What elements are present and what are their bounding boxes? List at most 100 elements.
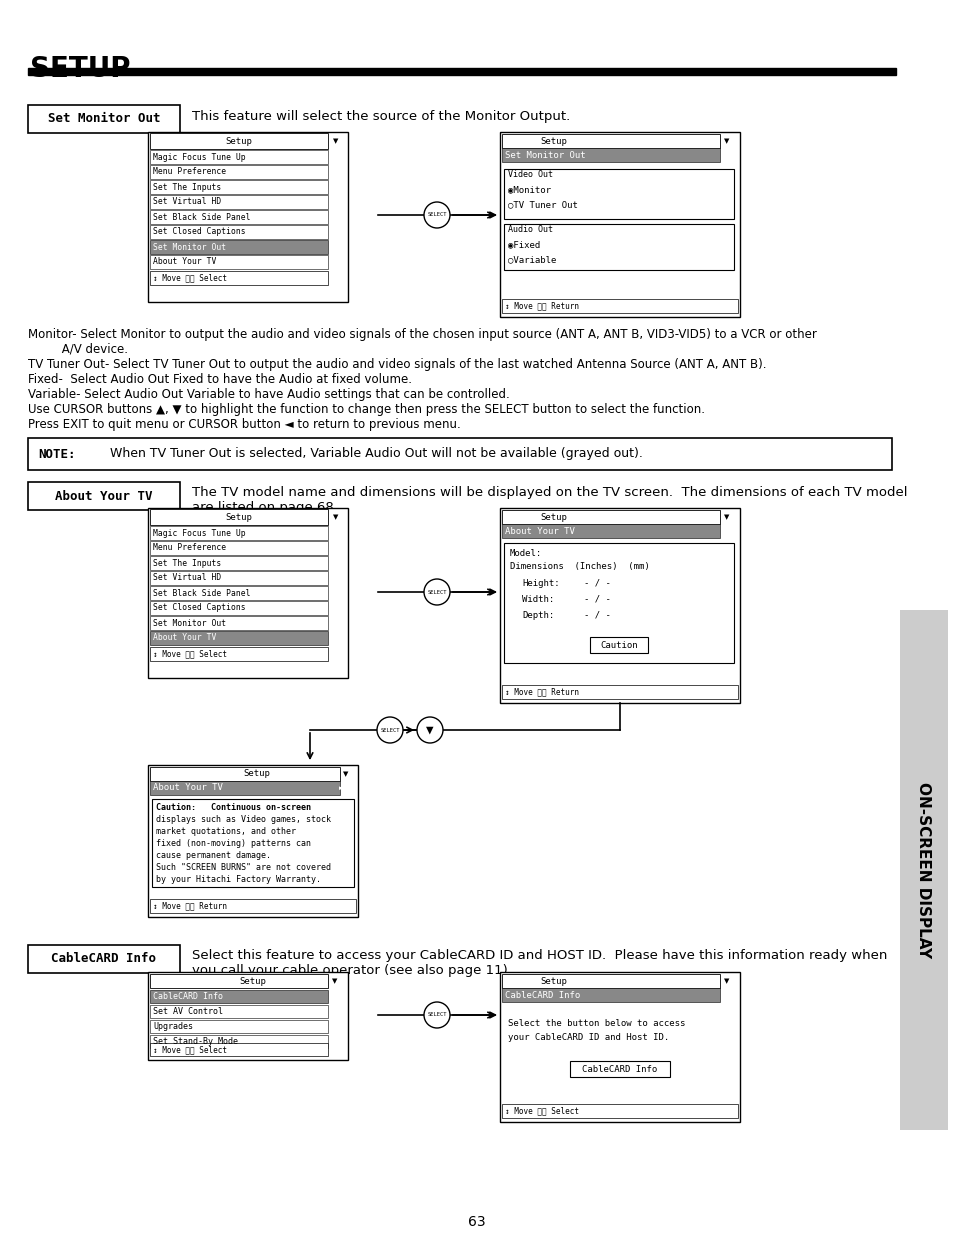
Text: Depth:: Depth: (521, 610, 554, 620)
Bar (150, 585, 328, 600)
Text: Select the button below to access: Select the button below to access (507, 1020, 684, 1029)
Text: Set Monitor Out: Set Monitor Out (152, 619, 226, 627)
Bar (501, 148, 720, 162)
Circle shape (423, 1002, 450, 1028)
Text: ↕ Move ⓈⓅ Select: ↕ Move ⓈⓅ Select (152, 1046, 227, 1055)
Text: Select this feature to access your CableCARD ID and HOST ID.  Please have this i: Select this feature to access your Cable… (192, 948, 886, 962)
Bar (569, 1061, 669, 1077)
Text: ON-SCREEN DISPLAY: ON-SCREEN DISPLAY (916, 782, 930, 958)
Bar (150, 781, 339, 795)
Text: The TV model name and dimensions will be displayed on the TV screen.  The dimens: The TV model name and dimensions will be… (192, 487, 906, 499)
Text: ►: ► (329, 993, 335, 999)
Text: you call your cable operator (see also page 11).: you call your cable operator (see also p… (192, 965, 512, 977)
Circle shape (376, 718, 402, 743)
Text: A/V device.: A/V device. (28, 343, 128, 356)
Text: ▼: ▼ (723, 138, 729, 144)
Bar (150, 767, 339, 781)
Text: Setup: Setup (243, 769, 270, 778)
Bar (28, 105, 180, 133)
Text: Setup: Setup (539, 137, 566, 146)
Text: Set Virtual HD: Set Virtual HD (152, 198, 221, 206)
Text: Audio Out: Audio Out (507, 225, 553, 233)
Text: SELECT: SELECT (427, 1013, 446, 1018)
Bar (150, 647, 328, 661)
Bar (501, 524, 720, 538)
Text: SETUP: SETUP (30, 56, 131, 83)
Text: ▼: ▼ (333, 514, 338, 520)
Text: Set Monitor Out: Set Monitor Out (152, 242, 226, 252)
Bar (501, 299, 738, 312)
Text: ↕ Move ⓈⓅ Select: ↕ Move ⓈⓅ Select (504, 1107, 578, 1115)
Text: Such "SCREEN BURNS" are not covered: Such "SCREEN BURNS" are not covered (156, 862, 331, 872)
Bar (28, 482, 180, 510)
Bar (28, 945, 180, 973)
Bar (152, 799, 354, 887)
Text: Upgrades: Upgrades (152, 1023, 193, 1031)
Text: Set Black Side Panel: Set Black Side Panel (152, 212, 251, 221)
Bar (499, 132, 740, 317)
Text: SELECT: SELECT (380, 727, 399, 732)
Circle shape (423, 203, 450, 228)
Text: ▼: ▼ (723, 514, 729, 520)
Text: Fixed-  Select Audio Out Fixed to have the Audio at fixed volume.: Fixed- Select Audio Out Fixed to have th… (28, 373, 412, 387)
Text: Width:: Width: (521, 594, 554, 604)
Text: Set Black Side Panel: Set Black Side Panel (152, 589, 251, 598)
Text: ○Variable: ○Variable (507, 254, 556, 264)
Bar (501, 685, 738, 699)
Bar (501, 135, 720, 148)
Bar (150, 899, 355, 913)
Text: ↕ Move ⓈⓅ Return: ↕ Move ⓈⓅ Return (152, 902, 227, 910)
Text: ▼: ▼ (332, 978, 337, 984)
Bar (150, 1020, 328, 1032)
Bar (148, 132, 348, 303)
Text: are listed on page 68.: are listed on page 68. (192, 501, 337, 514)
Text: Monitor- Select Monitor to output the audio and video signals of the chosen inpu: Monitor- Select Monitor to output the au… (28, 329, 816, 341)
Bar (28, 438, 891, 471)
Text: Setup: Setup (539, 513, 566, 521)
Text: Set Closed Captions: Set Closed Captions (152, 604, 245, 613)
Bar (150, 631, 328, 645)
Text: ▼: ▼ (723, 978, 729, 984)
Text: Model:: Model: (510, 548, 541, 557)
Text: your CableCARD ID and Host ID.: your CableCARD ID and Host ID. (507, 1034, 669, 1042)
Text: fixed (non-moving) patterns can: fixed (non-moving) patterns can (156, 839, 311, 847)
Text: ◉Fixed: ◉Fixed (507, 240, 539, 249)
Text: Use CURSOR buttons ▲, ▼ to highlight the function to change then press the SELEC: Use CURSOR buttons ▲, ▼ to highlight the… (28, 403, 704, 416)
Text: About Your TV: About Your TV (152, 258, 216, 267)
Text: Set The Inputs: Set The Inputs (152, 558, 221, 568)
Bar (503, 543, 733, 663)
Bar (28, 68, 895, 75)
Text: displays such as Video games, stock: displays such as Video games, stock (156, 815, 331, 824)
Text: Setup: Setup (239, 977, 266, 986)
Text: Magic Focus Tune Up: Magic Focus Tune Up (152, 529, 245, 537)
Bar (150, 254, 328, 269)
Text: - / -: - / - (583, 610, 610, 620)
Bar (589, 637, 647, 653)
Bar (148, 508, 348, 678)
Bar (503, 224, 733, 270)
Text: ►: ► (720, 152, 726, 158)
Text: SELECT: SELECT (427, 212, 446, 217)
Bar (150, 1044, 328, 1056)
Text: market quotations, and other: market quotations, and other (156, 826, 295, 836)
Text: Height:: Height: (521, 578, 559, 588)
Circle shape (416, 718, 442, 743)
Text: ◉Monitor: ◉Monitor (507, 185, 551, 194)
Bar (150, 149, 328, 164)
Bar (150, 210, 328, 224)
Text: CableCARD Info: CableCARD Info (581, 1065, 657, 1073)
Text: Variable- Select Audio Out Variable to have Audio settings that can be controlle: Variable- Select Audio Out Variable to h… (28, 388, 509, 401)
Text: About Your TV: About Your TV (55, 489, 152, 503)
Text: Set Monitor Out: Set Monitor Out (48, 112, 160, 126)
Bar (150, 990, 328, 1003)
Text: Dimensions  (Inches)  (mm): Dimensions (Inches) (mm) (510, 562, 649, 572)
Text: Menu Preference: Menu Preference (152, 168, 226, 177)
Text: Set Stand-By Mode: Set Stand-By Mode (152, 1037, 237, 1046)
Text: ○TV Tuner Out: ○TV Tuner Out (507, 200, 578, 209)
Bar (150, 556, 328, 571)
Text: ↕ Move ⓈⓅ Return: ↕ Move ⓈⓅ Return (504, 301, 578, 310)
Text: - / -: - / - (583, 578, 610, 588)
Text: ↕ Move ⓈⓅ Select: ↕ Move ⓈⓅ Select (152, 273, 227, 283)
Text: Caution:   Continuous on-screen: Caution: Continuous on-screen (156, 803, 311, 811)
Text: ▼: ▼ (343, 771, 349, 777)
